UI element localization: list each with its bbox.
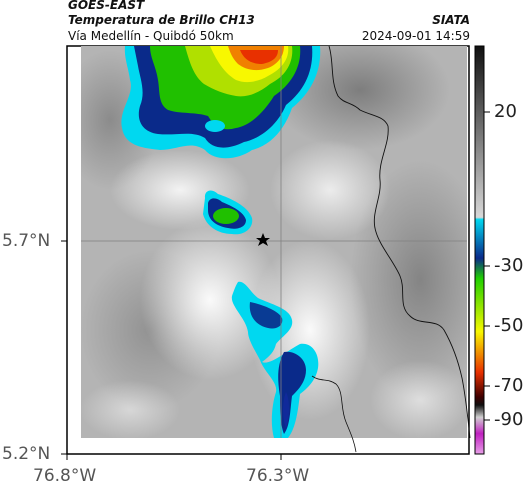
department-boundary xyxy=(328,45,471,439)
imagery-layer xyxy=(81,46,467,438)
region-label: Vía Medellín - Quibdó 50km xyxy=(68,29,234,43)
star-icon xyxy=(256,233,270,246)
satellite-title: GOES-EAST xyxy=(68,0,145,12)
colorbar-label: -30 xyxy=(494,255,524,276)
lon-tick-label: 76.8°W xyxy=(33,466,97,486)
product-title: Temperatura de Brillo CH13 xyxy=(68,13,255,27)
lon-tick-label: 76.3°W xyxy=(246,466,310,486)
colorbar-label: -70 xyxy=(494,375,524,396)
colorbar-label: 20 xyxy=(494,101,517,122)
colorbar xyxy=(474,45,485,455)
colorbar-label: -90 xyxy=(494,409,524,430)
department-boundary-south xyxy=(311,375,357,453)
lat-tick-label: 5.2°N xyxy=(2,444,51,464)
agency-label: SIATA xyxy=(432,13,470,27)
timestamp-label: 2024-09-01 14:59 xyxy=(361,29,470,43)
colorbar-label: -50 xyxy=(494,315,524,336)
lat-tick-label: 5.7°N xyxy=(2,231,51,251)
